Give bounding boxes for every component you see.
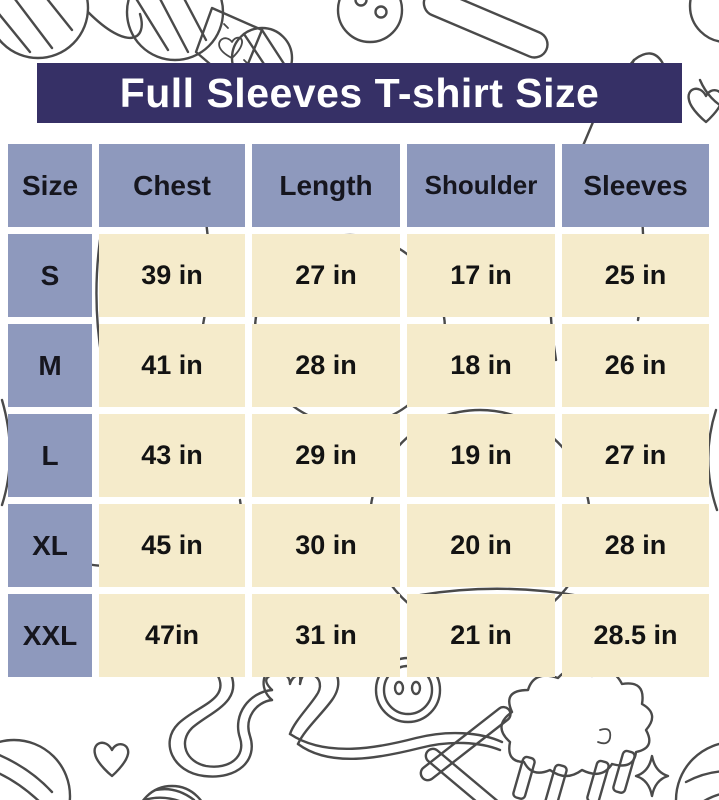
cell-l-shoulder: 19 in <box>407 414 555 497</box>
cell-xl-shoulder: 20 in <box>407 504 555 587</box>
cell-xxl-shoulder: 21 in <box>407 594 555 677</box>
sheep-doodle <box>500 668 654 800</box>
cell-xl-sleeves: 28 in <box>562 504 709 587</box>
cell-xxl-chest: 47in <box>99 594 245 677</box>
cell-m-length: 28 in <box>252 324 400 407</box>
cell-s-shoulder: 17 in <box>407 234 555 317</box>
cell-l-length: 29 in <box>252 414 400 497</box>
page-title-text: Full Sleeves T-shirt Size <box>119 69 600 116</box>
cell-xxl-sleeves: 28.5 in <box>562 594 709 677</box>
knitting-needle-doodle <box>422 0 549 59</box>
row-label-xxl: XXL <box>8 594 92 677</box>
cell-m-chest: 41 in <box>99 324 245 407</box>
column-header-chest: Chest <box>99 144 245 227</box>
row-label-s: S <box>8 234 92 317</box>
heart-doodle <box>93 741 130 778</box>
yarn-ball-doodle <box>142 784 202 800</box>
column-header-size: Size <box>8 144 92 227</box>
yarn-ball-doodle <box>0 738 72 800</box>
yarn-ball-doodle <box>688 0 719 106</box>
row-label-m: M <box>8 324 92 407</box>
cell-m-sleeves: 26 in <box>562 324 709 407</box>
column-header-shoulder: Shoulder <box>407 144 555 227</box>
cell-s-length: 27 in <box>252 234 400 317</box>
size-table: Size Chest Length Shoulder Sleeves S 39 … <box>8 144 709 677</box>
cell-s-chest: 39 in <box>99 234 245 317</box>
yarn-thread-heart-loop-doodle <box>168 662 504 778</box>
cell-l-chest: 43 in <box>99 414 245 497</box>
column-header-sleeves: Sleeves <box>562 144 709 227</box>
cell-l-sleeves: 27 in <box>562 414 709 497</box>
yarn-ball-doodle <box>0 0 143 60</box>
sparkle-doodle <box>634 754 670 798</box>
row-label-l: L <box>8 414 92 497</box>
cell-xxl-length: 31 in <box>252 594 400 677</box>
crossed-needles-doodle <box>419 705 515 800</box>
cell-s-sleeves: 25 in <box>562 234 709 317</box>
yarn-ball-doodle <box>674 742 719 800</box>
page-title: Full Sleeves T-shirt Size <box>37 63 682 123</box>
heart-doodle <box>687 87 719 124</box>
row-label-xl: XL <box>8 504 92 587</box>
cell-m-shoulder: 18 in <box>407 324 555 407</box>
cell-xl-chest: 45 in <box>99 504 245 587</box>
column-header-length: Length <box>252 144 400 227</box>
cell-xl-length: 30 in <box>252 504 400 587</box>
button-doodle <box>336 0 404 44</box>
